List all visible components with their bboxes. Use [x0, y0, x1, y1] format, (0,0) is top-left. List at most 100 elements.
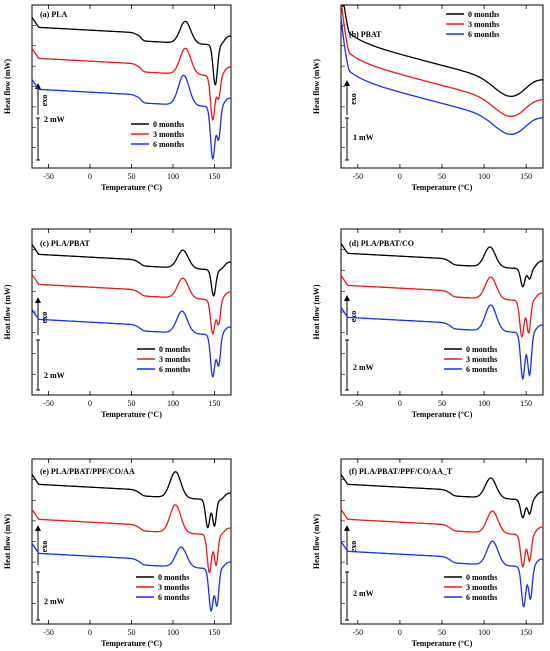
series-line-3-months — [31, 504, 232, 574]
x-tick-label: 150 — [208, 172, 220, 181]
scale-bar-label: 2 mW — [353, 589, 374, 598]
legend-entry: 0 months — [159, 345, 190, 354]
scale-bar-label: 2 mW — [44, 371, 65, 380]
x-tick-label: 50 — [128, 172, 136, 181]
x-tick-label: -50 — [43, 172, 54, 181]
legend-entry: 6 months — [153, 140, 184, 149]
scale-bar-label: 2 mW — [44, 597, 65, 606]
x-axis-label: Temperature (°C) — [412, 639, 473, 648]
legend-entry: 0 months — [466, 345, 497, 354]
x-tick-label: -50 — [43, 628, 54, 637]
series-line-6-months — [31, 74, 231, 160]
series-line-6-months — [31, 543, 232, 613]
y-axis-label: Heat flow (mW) — [3, 284, 12, 339]
y-axis-label: Heat flow (mW) — [312, 514, 321, 569]
x-tick-label: 50 — [438, 172, 446, 181]
x-axis-label: Temperature (°C) — [101, 639, 162, 648]
x-tick-label: 100 — [167, 399, 179, 408]
x-tick-label: 0 — [88, 628, 92, 637]
legend-entry: 3 months — [466, 355, 497, 364]
series-line-3-months — [31, 274, 231, 335]
x-tick-label: 50 — [438, 399, 446, 408]
exo-label: exo — [349, 93, 358, 105]
x-tick-label: 100 — [478, 172, 490, 181]
legend-entry: 3 months — [466, 583, 497, 592]
series-line-0-months — [31, 471, 232, 529]
legend-entry: 6 months — [466, 365, 497, 374]
x-tick-label: 150 — [520, 628, 532, 637]
plot-frame — [340, 458, 544, 625]
series-line-3-months — [340, 5, 544, 118]
legend-entry: 0 months — [158, 573, 189, 582]
x-tick-label: 0 — [398, 172, 402, 181]
series-line-6-months — [340, 17, 544, 136]
series-line-3-months — [340, 275, 543, 338]
x-tick-label: 50 — [128, 628, 136, 637]
chart-panel-e: -50 0 50 100 150 Temperature (°C) Heat flow (m… — [3, 458, 232, 648]
series-line-3-months — [340, 509, 543, 569]
scale-bar-label: 1 mW — [353, 133, 374, 142]
exo-label: exo — [40, 95, 49, 107]
series-line-6-months — [340, 304, 543, 381]
x-tick-label: 50 — [438, 628, 446, 637]
exo-label: exo — [40, 541, 49, 553]
legend-entry: 3 months — [468, 20, 499, 29]
x-tick-label: 100 — [167, 628, 179, 637]
x-tick-label: 100 — [478, 628, 490, 637]
series-line-0-months — [340, 243, 543, 288]
y-axis-label: Heat flow (mW) — [312, 59, 321, 114]
chart-panel-d: -50 0 50 100 150 Temperature (°C) Heat flow (m… — [312, 228, 544, 419]
chart-panel-a: -50 0 50 100 150 Temperature (°C) Heat flow (m… — [3, 4, 232, 192]
y-axis-label: Heat flow (mW) — [3, 514, 12, 569]
chart-panel-f: -50 0 50 100 150 Temperature (°C) Heat flow (m… — [312, 458, 544, 648]
x-tick-label: 0 — [398, 399, 402, 408]
x-axis-label: Temperature (°C) — [101, 183, 162, 192]
x-tick-label: -50 — [352, 628, 363, 637]
x-tick-label: 150 — [208, 628, 220, 637]
series-line-6-months — [340, 540, 543, 608]
x-tick-label: 150 — [520, 399, 532, 408]
x-axis-label: Temperature (°C) — [412, 410, 473, 419]
y-axis-label: Heat flow (mW) — [3, 59, 12, 114]
chart-panel-c: -50 0 50 100 150 Temperature (°C) Heat flow (m… — [3, 228, 232, 419]
panel-title: (e) PLA/PBAT/PPF/CO/AA — [40, 467, 135, 476]
x-tick-label: 150 — [520, 172, 532, 181]
legend-entry: 3 months — [159, 355, 190, 364]
panel-title: (c) PLA/PBAT — [40, 239, 91, 248]
y-axis-label: Heat flow (mW) — [312, 284, 321, 339]
legend-entry: 6 months — [466, 593, 497, 602]
exo-label: exo — [40, 312, 49, 324]
exo-label: exo — [349, 311, 358, 323]
chart-panel-b: -50 0 50 100 150 Temperature (°C) Heat flow (m… — [312, 4, 544, 192]
x-tick-label: 0 — [88, 399, 92, 408]
scale-bar-label: 2 mW — [353, 363, 374, 372]
panel-title: (b) PBAT — [349, 30, 382, 39]
x-axis-label: Temperature (°C) — [412, 183, 473, 192]
legend-entry: 0 months — [153, 120, 184, 129]
legend-entry: 0 months — [466, 573, 497, 582]
exo-label: exo — [349, 541, 358, 553]
series-line-0-months — [341, 5, 544, 98]
series-line-0-months — [340, 474, 543, 519]
legend-entry: 6 months — [468, 30, 499, 39]
legend-entry: 6 months — [159, 365, 190, 374]
x-tick-label: 50 — [128, 399, 136, 408]
x-tick-label: -50 — [352, 399, 363, 408]
x-tick-label: 100 — [478, 399, 490, 408]
x-tick-label: 0 — [88, 172, 92, 181]
x-axis-label: Temperature (°C) — [101, 410, 162, 419]
x-tick-label: -50 — [352, 172, 363, 181]
series-line-6-months — [31, 309, 231, 378]
x-tick-label: 150 — [208, 399, 220, 408]
series-line-0-months — [31, 17, 231, 86]
panel-title: (d) PLA/PBAT/CO — [349, 239, 414, 248]
series-line-0-months — [31, 244, 231, 297]
panel-title: (a) PLA — [40, 10, 68, 19]
series-line-3-months — [31, 47, 231, 121]
x-tick-label: 100 — [167, 172, 179, 181]
legend-entry: 0 months — [468, 10, 499, 19]
legend-entry: 3 months — [158, 583, 189, 592]
legend-entry: 3 months — [153, 130, 184, 139]
x-tick-label: -50 — [43, 399, 54, 408]
x-tick-label: 0 — [398, 628, 402, 637]
